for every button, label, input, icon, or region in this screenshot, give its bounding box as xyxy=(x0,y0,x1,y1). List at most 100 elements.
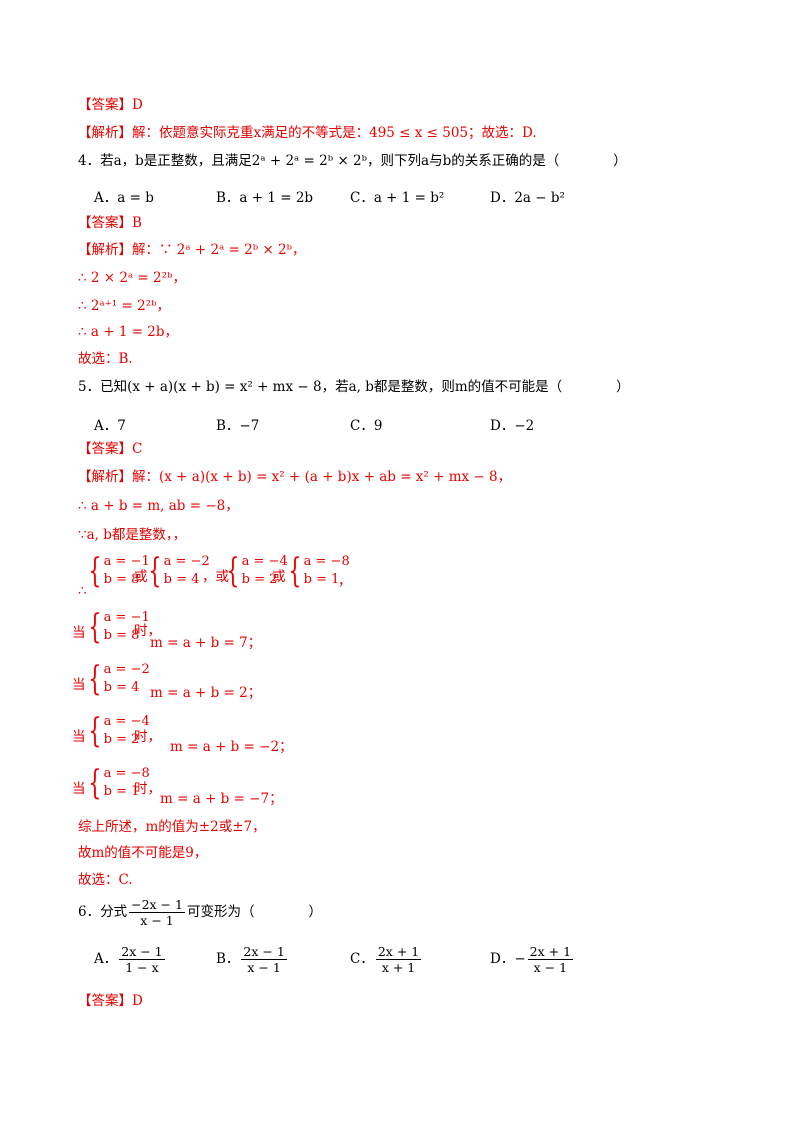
q5-answer: 【答案】C xyxy=(78,441,143,457)
brace-icon: { xyxy=(288,551,302,591)
system-a: a = −8 xyxy=(303,554,350,569)
fraction-denominator: x − 1 xyxy=(140,913,174,928)
brace-icon: { xyxy=(88,607,102,647)
q5-summary: 综上所述，m的值为±2或±7， xyxy=(78,819,266,835)
case-4-m: m = a + b = −7； xyxy=(160,791,283,807)
q4-stem: 4．若a，b是正整数，且满足2ᵃ + 2ᵃ = 2ᵇ × 2ᵇ，则下列a与b的关… xyxy=(78,153,627,169)
q6-prefix: 6．分式 xyxy=(78,904,128,920)
option-label: B． xyxy=(216,951,240,967)
shi-text: 时， xyxy=(134,623,161,639)
q5-step-1: 【解析】解：(x + a)(x + b) = x² + (a + b)x + a… xyxy=(78,468,511,486)
shi-text: 时， xyxy=(134,729,161,745)
q4-option-a: A．a = b xyxy=(94,190,154,206)
q4-choose: 故选：B. xyxy=(78,351,133,367)
analysis-label: 【解析】 xyxy=(78,242,132,258)
q5-step-3: ∵a, b都是整数，， xyxy=(78,527,187,543)
q5-step1-text: 解：(x + a)(x + b) = x² + (a + b)x + ab = … xyxy=(132,469,512,485)
q5-choose: 故选：C. xyxy=(78,872,133,888)
when-text: 当 xyxy=(72,781,86,797)
system-b: b = 1 xyxy=(303,572,340,587)
fraction-numerator: 2x − 1 xyxy=(119,944,165,960)
shi-text: 时， xyxy=(134,781,161,797)
case-a: a = −2 xyxy=(103,662,150,677)
case-2-m: m = a + b = 2； xyxy=(150,685,262,701)
q3-answer: 【答案】D xyxy=(78,97,143,113)
case-a: a = −1 xyxy=(103,610,150,625)
q4-step-2: ∴ 2 × 2ᵃ = 2²ᵇ， xyxy=(78,270,186,286)
end-comma: ， xyxy=(338,573,352,589)
option-label: A． xyxy=(94,951,118,967)
fraction-denominator: x + 1 xyxy=(381,960,416,975)
fraction-denominator: 1 − x xyxy=(125,960,159,975)
case-1-m: m = a + b = 7； xyxy=(150,635,262,651)
system-1: { a = −1 b = 8 xyxy=(84,551,149,591)
system-b: b = 8 xyxy=(103,572,140,587)
q4-option-b: B．a + 1 = 2b xyxy=(216,190,314,206)
case-b: b = 2 xyxy=(103,732,140,747)
q4-option-c: C．a + 1 = b² xyxy=(350,190,445,206)
case-3-system: { a = −4 b = 2 xyxy=(84,711,150,751)
q4-step-3: ∴ 2ᵃ⁺¹ = 2²ᵇ， xyxy=(78,298,171,314)
fraction-numerator: −2x − 1 xyxy=(129,897,185,913)
fraction-numerator: 2x + 1 xyxy=(527,944,574,960)
or-text: 或 xyxy=(272,569,286,585)
fraction-numerator: 2x + 1 xyxy=(375,944,422,960)
fraction-denominator: x − 1 xyxy=(247,960,281,975)
brace-icon: { xyxy=(226,551,240,591)
analysis-label: 【解析】 xyxy=(78,125,132,141)
system-2: { a = −2 b = 4 xyxy=(144,551,210,591)
q5-conclusion: 故m的值不可能是9， xyxy=(78,845,208,861)
q4-step-4: ∴ a + 1 = 2b， xyxy=(78,324,179,340)
q4-step-1: 【解析】解：∵ 2ᵃ + 2ᵃ = 2ᵇ × 2ᵇ， xyxy=(78,241,306,259)
case-a: a = −4 xyxy=(103,714,150,729)
q5-step-2: ∴ a + b = m, ab = −8， xyxy=(78,498,239,514)
brace-icon: { xyxy=(148,551,162,591)
q3-analysis: 【解析】解：依题意实际克重x满足的不等式是：495 ≤ x ≤ 505；故选：D… xyxy=(78,124,537,142)
q5-option-c: C．9 xyxy=(350,418,383,434)
when-text: 当 xyxy=(72,625,86,641)
fraction-denominator: x − 1 xyxy=(533,960,568,975)
when-text: 当 xyxy=(72,729,86,745)
system-b: b = 2 xyxy=(241,572,278,587)
system-a: a = −4 xyxy=(241,554,288,569)
or-text: 或 xyxy=(134,569,148,585)
case-b: b = 1 xyxy=(103,784,140,799)
case-b: b = 8 xyxy=(103,628,140,643)
system-b: b = 4 xyxy=(163,572,200,587)
option-label: C． xyxy=(350,951,374,967)
q5-stem: 5．已知(x + a)(x + b) = x² + mx − 8，若a, b都是… xyxy=(78,379,630,395)
brace-icon: { xyxy=(88,711,102,751)
case-2-system: { a = −2 b = 4 xyxy=(84,661,150,697)
case-a: a = −8 xyxy=(103,766,150,781)
case-b: b = 4 xyxy=(103,680,140,695)
q5-option-a: A．7 xyxy=(94,418,126,434)
case-4-system: { a = −8 b = 1 xyxy=(84,765,150,801)
q6-suffix: 可变形为（ ） xyxy=(186,904,322,920)
case-1-system: { a = −1 b = 8 xyxy=(84,607,150,647)
q3-analysis-text: 解：依题意实际克重x满足的不等式是：495 ≤ x ≤ 505；故选：D. xyxy=(132,125,537,141)
q5-option-d: D．−2 xyxy=(490,418,535,434)
when-text: 当 xyxy=(72,677,86,693)
case-3-m: m = a + b = −2； xyxy=(170,739,293,755)
system-a: a = −2 xyxy=(163,554,210,569)
system-3: { a = −4 b = 2 xyxy=(222,551,288,591)
brace-icon: { xyxy=(88,551,102,591)
therefore-symbol: ∴ xyxy=(78,583,87,599)
q4-option-d: D．2a − b² xyxy=(490,190,565,206)
q6-answer: 【答案】D xyxy=(78,993,143,1009)
option-sign: − xyxy=(514,951,526,967)
analysis-label: 【解析】 xyxy=(78,469,132,485)
option-label: D． xyxy=(490,951,515,967)
or-text: ，或 xyxy=(202,569,229,585)
q4-step-text: 解：∵ 2ᵃ + 2ᵃ = 2ᵇ × 2ᵇ， xyxy=(132,242,306,258)
system-4: { a = −8 b = 1 xyxy=(284,551,350,591)
